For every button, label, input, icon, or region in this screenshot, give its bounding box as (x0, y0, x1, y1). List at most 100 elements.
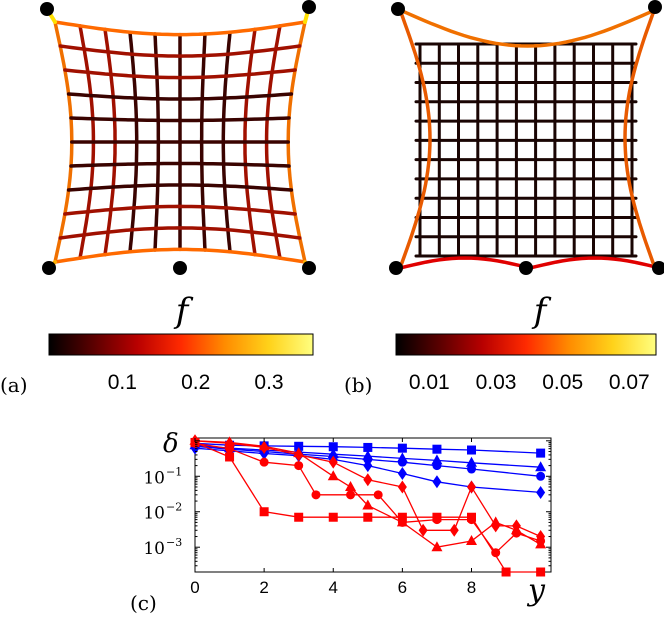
mesh-a-vertical-line (286, 20, 307, 264)
colorbar-a-tick-label: 0.3 (254, 371, 283, 394)
data-point-square (328, 512, 338, 522)
data-point-diamond (432, 475, 442, 489)
data-point-circle (294, 461, 304, 471)
data-point-square (467, 445, 477, 455)
panel-a-label: (a) (0, 373, 28, 397)
y-tick-exponent: −3 (166, 536, 182, 549)
mesh-panel-a (40, 0, 316, 275)
series-line (194, 445, 541, 477)
data-point-diamond (225, 436, 235, 450)
mesh-a-horizontal-line (58, 226, 302, 240)
mesh-a-horizontal-line (53, 20, 307, 37)
colorbar-b-tick-label: 0.03 (476, 371, 517, 394)
mesh-b-top-border (398, 8, 657, 48)
colorbar-b-bar (395, 333, 657, 356)
chart-y-axis-label: δ (163, 429, 179, 459)
data-point-triangle (362, 499, 374, 510)
panel-c-label: (c) (130, 591, 157, 615)
mesh-a-horizontal-line (53, 247, 307, 264)
data-point-diamond (294, 448, 304, 462)
y-tick-exponent: −2 (166, 501, 182, 514)
data-point-square (259, 507, 269, 517)
data-point-triangle (535, 461, 547, 472)
x-tick-label: 8 (467, 578, 476, 597)
colorbar-a: f 0.1 0.2 0.3 (a) (0, 291, 314, 397)
chart-x-axis-label: y (526, 573, 546, 608)
colorbar-b-tick-label: 0.05 (542, 371, 583, 394)
data-point-triangle (327, 470, 339, 481)
data-point-triangle (466, 534, 478, 545)
data-point-diamond (397, 480, 407, 494)
mesh-a-horizontal-line (63, 68, 297, 80)
data-point-diamond (491, 519, 501, 533)
mesh-b-right-border (623, 6, 657, 270)
data-point-circle (373, 490, 383, 500)
data-point-diamond (511, 519, 521, 533)
data-point-diamond (536, 485, 546, 499)
mesh-a-anchor-point (40, 2, 54, 16)
mesh-b-anchor-point (519, 261, 533, 275)
mesh-a-anchor-point (302, 0, 316, 14)
x-tick-label: 0 (190, 578, 199, 597)
chart-x-ticks: 0 2 4 6 8 (190, 438, 476, 597)
mesh-b-anchor-point (652, 261, 664, 275)
data-point-square (363, 512, 373, 522)
data-point-triangle (396, 516, 408, 527)
data-point-diamond (363, 473, 373, 487)
mesh-b-left-border (398, 8, 432, 270)
mesh-a-anchor-point (173, 261, 187, 275)
mesh-b-anchor-point (391, 2, 405, 16)
panel-b-label: (b) (344, 373, 372, 397)
data-point-diamond (259, 440, 269, 454)
mesh-a-horizontal-line (58, 44, 302, 58)
data-point-triangle (466, 456, 478, 467)
colorbar-b-title: f (531, 291, 552, 331)
data-point-square (536, 567, 546, 577)
data-point-circle (346, 490, 356, 500)
data-point-square (432, 444, 442, 454)
data-point-circle (432, 461, 442, 471)
colorbar-b-tick-label: 0.01 (409, 371, 450, 394)
mesh-a-anchor-point (42, 261, 56, 275)
data-point-square (225, 452, 235, 462)
data-point-diamond (536, 530, 546, 544)
colorbar-a-tick-label: 0.1 (108, 371, 137, 394)
data-point-triangle (431, 541, 443, 552)
series-line (194, 444, 541, 468)
data-point-square (536, 448, 546, 458)
colorbar-a-ticks: 0.1 0.2 0.3 (108, 371, 284, 394)
data-point-square (397, 443, 407, 453)
mesh-b-anchor-point (389, 261, 403, 275)
data-point-circle (536, 471, 546, 481)
data-point-circle (491, 548, 501, 558)
data-point-diamond (418, 523, 428, 537)
mesh-a-horizontal-line (66, 92, 294, 101)
data-point-circle (397, 457, 407, 467)
data-point-circle (467, 464, 477, 474)
mesh-b-anchor-point (648, 0, 662, 14)
colorbar-a-tick-label: 0.2 (181, 371, 210, 394)
data-point-square (294, 512, 304, 522)
y-tick-exponent: −1 (166, 465, 182, 478)
data-point-square (363, 442, 373, 452)
data-point-circle (432, 515, 442, 525)
colorbar-b-ticks: 0.01 0.03 0.05 0.07 (409, 371, 650, 394)
colorbar-a-bar (48, 333, 314, 356)
chart-y-ticks: 10−110−210−3 (143, 440, 551, 573)
colorbar-b: f 0.01 0.03 0.05 0.07 (b) (344, 291, 657, 397)
data-point-circle (467, 515, 477, 525)
x-tick-label: 4 (329, 578, 338, 597)
mesh-a-anchor-point (302, 261, 316, 275)
data-point-square (328, 442, 338, 452)
mesh-a-horizontal-line (69, 116, 291, 123)
data-point-diamond (397, 466, 407, 480)
mesh-a-horizontal-line (66, 183, 294, 192)
mesh-a-horizontal-line (69, 161, 291, 168)
data-point-diamond (449, 523, 459, 537)
colorbar-b-tick-label: 0.07 (609, 371, 650, 394)
mesh-panel-b (389, 0, 664, 275)
data-point-diamond (363, 459, 373, 473)
